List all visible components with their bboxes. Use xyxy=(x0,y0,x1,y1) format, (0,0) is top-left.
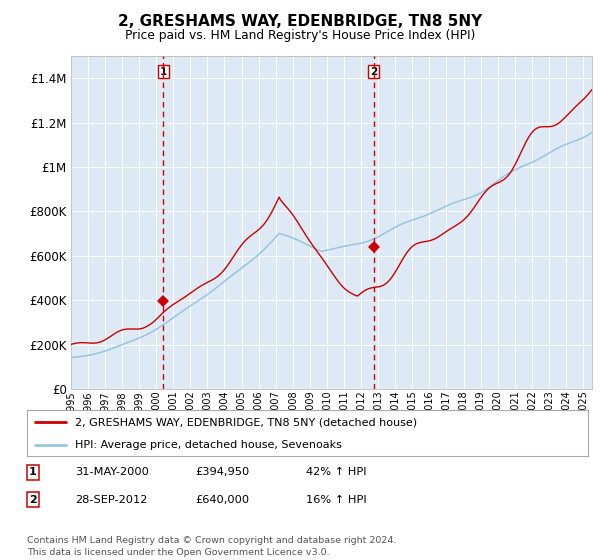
Text: 1: 1 xyxy=(29,467,37,477)
Text: 2: 2 xyxy=(29,494,37,505)
Text: £394,950: £394,950 xyxy=(195,467,249,477)
Text: 16% ↑ HPI: 16% ↑ HPI xyxy=(306,494,367,505)
Text: 2: 2 xyxy=(370,67,377,77)
Text: £640,000: £640,000 xyxy=(195,494,249,505)
Text: 28-SEP-2012: 28-SEP-2012 xyxy=(75,494,148,505)
Text: 31-MAY-2000: 31-MAY-2000 xyxy=(75,467,149,477)
Text: HPI: Average price, detached house, Sevenoaks: HPI: Average price, detached house, Seve… xyxy=(74,440,341,450)
Text: Contains HM Land Registry data © Crown copyright and database right 2024.
This d: Contains HM Land Registry data © Crown c… xyxy=(27,536,397,557)
Text: 1: 1 xyxy=(160,67,167,77)
Text: 2, GRESHAMS WAY, EDENBRIDGE, TN8 5NY: 2, GRESHAMS WAY, EDENBRIDGE, TN8 5NY xyxy=(118,14,482,29)
Text: 2, GRESHAMS WAY, EDENBRIDGE, TN8 5NY (detached house): 2, GRESHAMS WAY, EDENBRIDGE, TN8 5NY (de… xyxy=(74,417,417,427)
Text: Price paid vs. HM Land Registry's House Price Index (HPI): Price paid vs. HM Land Registry's House … xyxy=(125,29,475,42)
Text: 42% ↑ HPI: 42% ↑ HPI xyxy=(306,467,367,477)
